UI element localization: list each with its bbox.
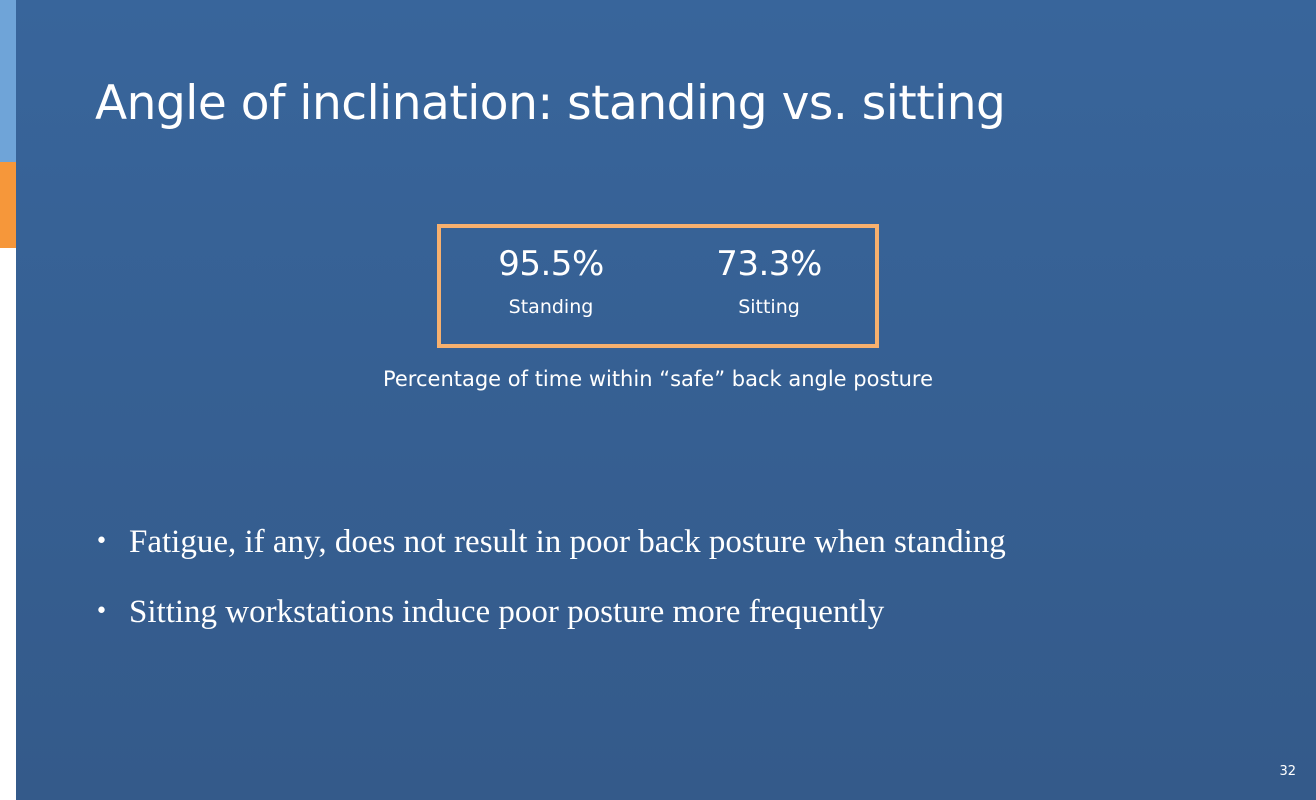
stat-standing-label: Standing (508, 296, 594, 318)
slide-title: Angle of inclination: standing vs. sitti… (95, 76, 1006, 131)
bullet-text: Fatigue, if any, does not result in poor… (129, 524, 1006, 560)
stat-standing: 95.5% Standing (451, 244, 651, 318)
accent-bar-orange (0, 162, 16, 248)
page-number: 32 (1279, 764, 1296, 779)
stat-sitting: 73.3% Sitting (669, 244, 869, 318)
bullet-text: Sitting workstations induce poor posture… (129, 594, 885, 630)
accent-bar-blue (0, 0, 16, 162)
bullet-marker: • (95, 529, 108, 554)
stats-box: 95.5% Standing 73.3% Sitting (437, 224, 879, 348)
bullet-marker: • (95, 599, 108, 624)
stats-caption: Percentage of time within “safe” back an… (382, 367, 934, 391)
stat-sitting-value: 73.3% (716, 244, 822, 284)
stat-standing-value: 95.5% (498, 244, 604, 284)
stat-sitting-label: Sitting (738, 296, 800, 318)
